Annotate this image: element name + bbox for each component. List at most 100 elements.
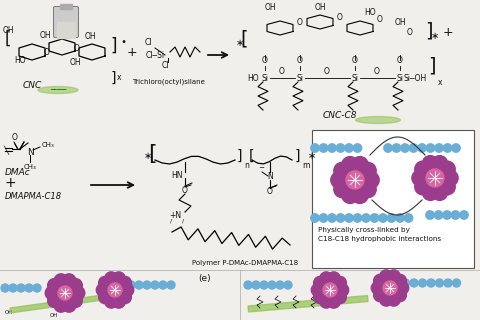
Text: HN: HN	[171, 171, 183, 180]
Circle shape	[401, 279, 409, 287]
Text: O: O	[297, 56, 303, 65]
Text: +N: +N	[169, 211, 181, 220]
Circle shape	[25, 284, 33, 292]
Circle shape	[373, 274, 386, 287]
Circle shape	[167, 281, 175, 289]
Text: CH₃: CH₃	[24, 164, 36, 170]
Text: ─────: ─────	[50, 87, 66, 92]
Circle shape	[394, 289, 407, 302]
Circle shape	[412, 170, 428, 186]
Circle shape	[401, 144, 409, 152]
Circle shape	[439, 161, 455, 177]
Circle shape	[159, 281, 167, 289]
Circle shape	[1, 284, 9, 292]
Text: OH: OH	[69, 58, 81, 67]
Circle shape	[105, 295, 118, 308]
Circle shape	[98, 291, 111, 304]
Circle shape	[383, 281, 397, 295]
Circle shape	[372, 282, 384, 294]
Text: OH: OH	[5, 310, 13, 315]
Text: Physically cross-linked by: Physically cross-linked by	[318, 227, 410, 233]
Circle shape	[135, 281, 143, 289]
Text: OH: OH	[394, 18, 406, 27]
Circle shape	[422, 184, 438, 200]
FancyBboxPatch shape	[312, 130, 474, 268]
Circle shape	[108, 283, 122, 297]
Circle shape	[396, 214, 404, 222]
Bar	[248, 296, 368, 312]
Text: CH₃: CH₃	[42, 142, 55, 148]
Circle shape	[460, 211, 468, 219]
Text: O: O	[182, 186, 188, 195]
Text: x: x	[117, 73, 121, 82]
Circle shape	[121, 284, 134, 296]
Circle shape	[353, 214, 362, 222]
Circle shape	[380, 270, 393, 283]
Text: O: O	[262, 56, 268, 65]
Text: O: O	[324, 67, 330, 76]
Text: CNC-C8: CNC-C8	[323, 111, 357, 120]
Circle shape	[336, 214, 345, 222]
Circle shape	[244, 281, 252, 289]
Circle shape	[9, 284, 17, 292]
Circle shape	[33, 284, 41, 292]
Text: $\ast$: $\ast$	[430, 29, 439, 41]
Text: OH: OH	[50, 313, 59, 318]
Circle shape	[313, 276, 326, 289]
Circle shape	[387, 270, 400, 283]
Text: OH: OH	[39, 30, 51, 39]
Text: ╲: ╲	[3, 146, 8, 155]
Circle shape	[71, 286, 85, 300]
Text: C18-C18 hydrophobic interactions: C18-C18 hydrophobic interactions	[318, 236, 441, 242]
Text: O: O	[374, 67, 380, 76]
Circle shape	[351, 187, 368, 204]
Circle shape	[373, 289, 386, 302]
Text: $]$: $]$	[110, 35, 117, 55]
Circle shape	[328, 144, 336, 152]
Circle shape	[415, 179, 431, 195]
Circle shape	[435, 279, 444, 287]
Circle shape	[327, 272, 340, 285]
Circle shape	[334, 276, 347, 289]
Text: Si: Si	[351, 74, 359, 83]
Circle shape	[54, 299, 68, 312]
Text: Si: Si	[262, 74, 268, 83]
Circle shape	[360, 181, 376, 198]
Text: $[$: $[$	[248, 148, 254, 164]
Circle shape	[119, 291, 132, 304]
Circle shape	[384, 279, 393, 287]
Circle shape	[444, 144, 452, 152]
Circle shape	[426, 211, 434, 219]
Circle shape	[427, 279, 435, 287]
Circle shape	[351, 156, 368, 173]
Circle shape	[410, 279, 418, 287]
Circle shape	[443, 211, 451, 219]
Circle shape	[260, 281, 268, 289]
Circle shape	[444, 279, 452, 287]
Circle shape	[48, 278, 61, 292]
Text: $\ast$: $\ast$	[235, 36, 244, 47]
Circle shape	[62, 299, 76, 312]
Text: Cl: Cl	[144, 37, 152, 46]
Circle shape	[432, 184, 448, 200]
Circle shape	[276, 281, 284, 289]
Text: $]$: $]$	[294, 148, 300, 164]
Circle shape	[426, 144, 435, 152]
Bar	[60, 4, 72, 9]
Text: N: N	[26, 148, 34, 156]
Circle shape	[336, 144, 345, 152]
Text: +: +	[443, 26, 453, 38]
Circle shape	[342, 156, 359, 173]
Circle shape	[409, 144, 418, 152]
Ellipse shape	[38, 86, 78, 93]
Circle shape	[362, 214, 370, 222]
Text: /: /	[182, 218, 184, 223]
Circle shape	[362, 172, 379, 188]
Text: ─: ─	[259, 165, 263, 171]
Circle shape	[284, 281, 292, 289]
Circle shape	[334, 291, 347, 304]
Text: Si: Si	[297, 74, 303, 83]
Text: HO: HO	[14, 55, 26, 65]
Circle shape	[320, 295, 333, 308]
Text: N: N	[267, 172, 273, 180]
